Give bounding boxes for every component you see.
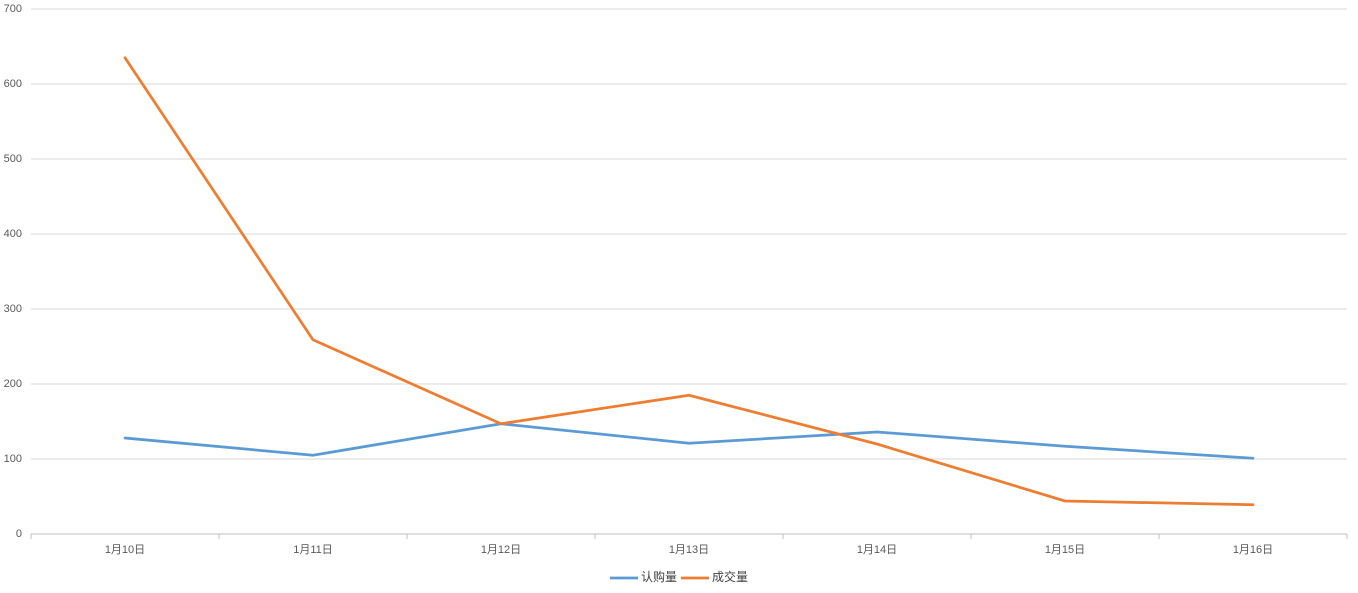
legend-label: 认购量 — [641, 569, 677, 584]
y-tick-label: 100 — [4, 453, 22, 465]
x-tick-label: 1月16日 — [1233, 544, 1273, 556]
x-tick-label: 1月12日 — [481, 544, 521, 556]
x-tick-label: 1月13日 — [669, 544, 709, 556]
x-tick-label: 1月11日 — [293, 544, 333, 556]
legend-label: 成交量 — [712, 569, 748, 584]
y-tick-label: 200 — [4, 378, 22, 390]
x-tick-label: 1月10日 — [105, 544, 145, 556]
x-tick-label: 1月14日 — [857, 544, 897, 556]
line — [123, 422, 1255, 460]
y-tick-label: 500 — [4, 153, 22, 165]
y-tick-label: 0 — [16, 528, 22, 540]
y-tick-label: 700 — [4, 3, 22, 15]
y-tick-label: 400 — [4, 228, 22, 240]
y-tick-label: 300 — [4, 303, 22, 315]
legend: 认购量 成交量 — [610, 569, 748, 584]
x-tick-label: 1月15日 — [1045, 544, 1085, 556]
y-tick-label: 600 — [4, 78, 22, 90]
line — [123, 56, 1255, 507]
